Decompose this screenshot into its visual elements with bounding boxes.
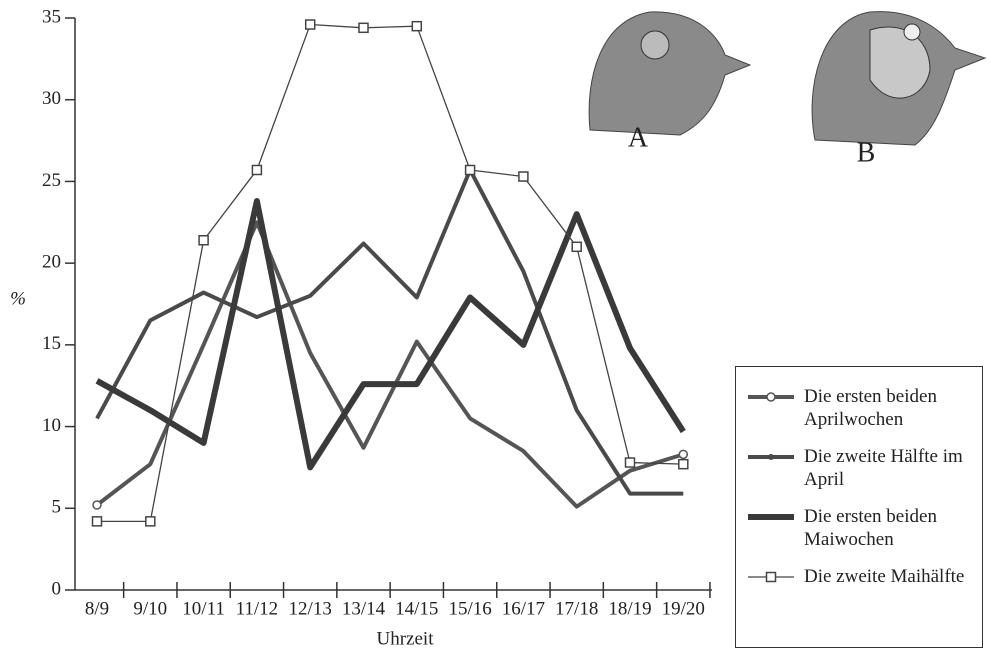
legend: Die ersten beiden Aprilwochen Die zweite … xyxy=(735,366,983,648)
legend-item: Die zweite Hälfte im April xyxy=(746,445,974,491)
legend-label: Die zweite Hälfte im April xyxy=(804,445,974,491)
y-tick-label: 10 xyxy=(42,415,61,436)
legend-swatch xyxy=(746,389,796,405)
x-tick-label: 8/9 xyxy=(85,598,109,619)
marker xyxy=(93,501,101,509)
legend-item: Die zweite Maihälfte xyxy=(746,565,974,588)
x-axis-label: Uhrzeit xyxy=(377,628,435,649)
marker xyxy=(412,22,421,31)
marker xyxy=(768,454,774,460)
x-tick-label: 12/13 xyxy=(289,598,332,619)
marker xyxy=(306,20,315,29)
y-tick-label: 30 xyxy=(42,88,61,109)
x-tick-label: 10/11 xyxy=(182,598,225,619)
marker xyxy=(679,450,687,458)
marker xyxy=(252,165,261,174)
y-tick-label: 25 xyxy=(42,170,61,191)
legend-label: Die zweite Maihälfte xyxy=(804,565,974,588)
marker xyxy=(466,165,475,174)
marker xyxy=(199,236,208,245)
marker xyxy=(767,393,775,401)
x-tick-label: 14/15 xyxy=(395,598,438,619)
head-illustration-b xyxy=(812,12,985,145)
x-tick-label: 11/12 xyxy=(236,598,279,619)
marker xyxy=(146,517,155,526)
y-tick-label: 0 xyxy=(52,578,62,599)
legend-label: Die ersten beiden Aprilwochen xyxy=(804,385,974,431)
head-illustration-a xyxy=(589,12,750,135)
x-tick-label: 17/18 xyxy=(555,598,598,619)
legend-swatch xyxy=(746,449,796,465)
marker xyxy=(767,573,776,582)
legend-swatch xyxy=(746,509,796,525)
legend-item: Die ersten beiden Maiwochen xyxy=(746,505,974,551)
x-tick-label: 18/19 xyxy=(608,598,651,619)
marker xyxy=(359,23,368,32)
series-line xyxy=(97,170,683,494)
marker xyxy=(519,172,528,181)
image-label: A xyxy=(628,122,649,153)
legend-label: Die ersten beiden Maiwochen xyxy=(804,505,974,551)
marker xyxy=(93,517,102,526)
y-tick-label: 5 xyxy=(52,497,62,518)
y-tick-label: 20 xyxy=(42,252,61,273)
page: A B % Uhrzeit 0 5 10 15 20 25 30 35 8/9 9/10 10/11… xyxy=(0,0,991,655)
marker xyxy=(679,460,688,469)
marker xyxy=(572,242,581,251)
x-tick-label: 13/14 xyxy=(342,598,386,619)
marker xyxy=(626,458,635,467)
y-tick-label: 15 xyxy=(42,333,61,354)
x-tick-label: 19/20 xyxy=(662,598,705,619)
legend-swatch xyxy=(746,569,796,585)
y-tick-label: 35 xyxy=(42,6,61,27)
series-line xyxy=(97,201,683,467)
x-tick-label: 15/16 xyxy=(448,598,491,619)
x-tick-label: 9/10 xyxy=(133,598,167,619)
x-tick-label: 16/17 xyxy=(502,598,545,619)
legend-item: Die ersten beiden Aprilwochen xyxy=(746,385,974,431)
image-label: B xyxy=(857,137,876,168)
y-axis-label: % xyxy=(10,288,26,309)
